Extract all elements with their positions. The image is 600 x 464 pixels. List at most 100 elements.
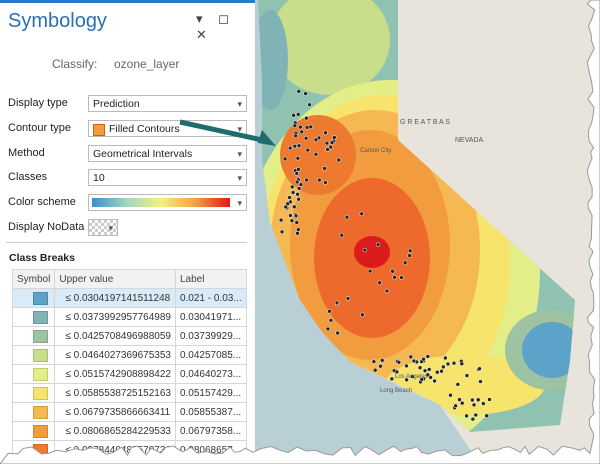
sample-point: [292, 143, 298, 149]
sample-point: [402, 260, 408, 265]
symbol-swatch: [33, 405, 48, 419]
class-row[interactable]: ≤ 0.0304197141511248 0.021 - 0.03...: [11, 288, 247, 308]
sample-point: [453, 403, 458, 409]
sample-point: [282, 156, 288, 162]
class-row[interactable]: ≤ 0.0679735866663411 0.05855387...: [11, 402, 247, 422]
sample-point: [299, 129, 304, 135]
upper-value: ≤ 0.0373992957764989: [54, 307, 176, 327]
sample-point: [305, 147, 311, 153]
map-label: Carson City: [360, 148, 391, 154]
sample-point: [407, 253, 412, 258]
sample-point: [287, 195, 292, 200]
sample-point: [475, 397, 481, 403]
map-label: Los Angeles: [395, 374, 428, 380]
sample-point: [292, 204, 297, 210]
sample-point: [317, 177, 322, 183]
sample-point: [372, 367, 378, 373]
symbol-swatch: [33, 329, 48, 343]
sample-point: [477, 366, 482, 371]
sample-point: [360, 312, 365, 318]
class-row[interactable]: ≤ 0.0978440485570736 0.08068657...: [11, 440, 247, 460]
symbol-swatch: [33, 348, 48, 362]
sample-point: [296, 167, 301, 172]
field-label: Display NoData as: [8, 221, 100, 233]
dropdown[interactable]: Filled Contours: [88, 119, 247, 138]
sample-point: [293, 133, 298, 139]
sample-point: [367, 268, 373, 274]
symbol-swatch: [33, 424, 48, 438]
sample-point: [303, 91, 308, 96]
symbol-swatch: [33, 291, 48, 305]
sample-point: [329, 140, 335, 145]
sample-point: [296, 186, 302, 191]
symbol-swatch: [33, 386, 48, 400]
dropdown[interactable]: 10: [88, 169, 247, 187]
sample-point: [332, 135, 337, 140]
class-row[interactable]: ≤ 0.0425708496988059 0.03739929...: [11, 326, 247, 346]
color-scheme[interactable]: [88, 194, 247, 212]
sample-point: [426, 367, 432, 372]
sample-point: [325, 326, 331, 332]
sample-point: [481, 401, 486, 406]
separator: [6, 242, 247, 243]
sample-point: [432, 378, 437, 384]
sample-point: [464, 413, 469, 419]
dropdown[interactable]: Geometrical Intervals: [88, 144, 247, 163]
sample-point: [288, 213, 293, 218]
sample-point: [464, 373, 470, 378]
field-label: Display type: [8, 97, 68, 109]
symbol-swatch: [33, 310, 48, 324]
sample-point: [392, 275, 397, 280]
sample-point: [407, 248, 413, 254]
sample-point: [304, 115, 309, 121]
sample-point: [470, 416, 476, 422]
dropdown[interactable]: Prediction: [88, 95, 247, 113]
upper-value: ≤ 0.0585538725152163: [54, 383, 176, 403]
field-label: Classes: [8, 171, 48, 184]
class-row[interactable]: ≤ 0.0806865284229533 0.06797358...: [11, 421, 247, 441]
sample-point: [323, 130, 328, 136]
sample-point: [377, 280, 382, 285]
sample-point: [445, 361, 451, 367]
sample-point: [380, 358, 385, 363]
symbol-swatch: [33, 443, 48, 457]
class-label: 0.05157429...: [174, 383, 247, 403]
contour-icon: [93, 123, 105, 136]
sample-point: [396, 360, 402, 365]
map-label: Long Beach: [380, 388, 412, 394]
sample-point: [441, 364, 446, 370]
classify-value: ozone_layer: [114, 57, 180, 71]
sample-point: [421, 356, 426, 362]
sample-point: [435, 369, 440, 375]
column-header: Upper value: [54, 269, 176, 289]
sample-point: [422, 368, 428, 373]
sample-point: [294, 220, 300, 225]
sample-point: [296, 89, 302, 94]
pane-title: Symbology: [8, 10, 107, 32]
class-row[interactable]: ≤ 0.0464027369675353 0.04257085...: [11, 345, 247, 365]
sample-point: [296, 197, 301, 202]
sample-point: [303, 135, 309, 141]
sample-point: [295, 156, 301, 161]
sample-point: [417, 365, 423, 370]
sample-point: [455, 382, 461, 387]
class-row[interactable]: ≤ 0.0515742908898422 0.04640273...: [11, 364, 247, 384]
nodata-swatch[interactable]: [88, 219, 118, 237]
symbol-cell: [11, 364, 56, 384]
upper-value: ≤ 0.0679735866663411: [54, 402, 176, 422]
symbol-cell: [11, 345, 56, 365]
sample-point: [291, 113, 296, 118]
class-row[interactable]: ≤ 0.0585538725152163 0.05157429...: [11, 383, 247, 403]
pane-controls[interactable]: ▾ ◻ ✕: [196, 11, 235, 42]
sample-point: [451, 360, 457, 366]
sample-point: [298, 182, 304, 187]
sample-point: [487, 397, 492, 402]
sample-point: [304, 177, 309, 183]
upper-value: ≤ 0.0464027369675353: [54, 345, 176, 365]
classify-label: Classify:: [52, 57, 98, 71]
sample-point: [323, 180, 328, 185]
sample-point: [339, 232, 345, 238]
field-label: Contour type: [8, 121, 71, 134]
class-row[interactable]: ≤ 0.0373992957764989 0.03041971...: [11, 307, 247, 327]
upper-value: ≤ 0.0425708496988059: [54, 326, 176, 346]
